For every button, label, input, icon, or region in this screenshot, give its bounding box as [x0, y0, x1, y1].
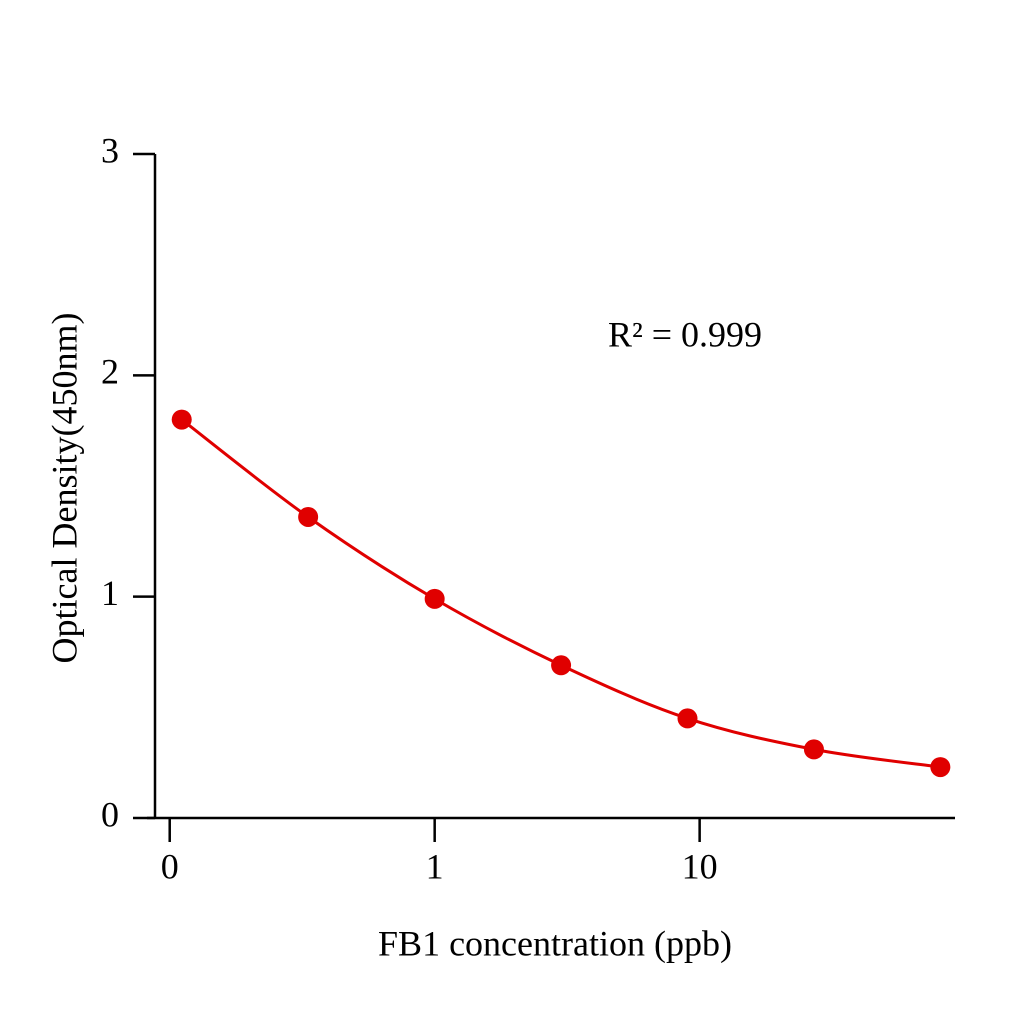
data-point [677, 708, 698, 729]
y-tick-label: 0 [101, 794, 119, 834]
data-point [803, 739, 824, 760]
x-tick-label: 1 [426, 846, 444, 886]
data-point [171, 409, 192, 430]
x-axis-label: FB1 concentration (ppb) [378, 923, 732, 963]
x-tick-label: 0 [161, 846, 179, 886]
y-tick-label: 3 [101, 130, 119, 170]
y-axis-label: Optical Density(450nm) [44, 313, 84, 664]
fit-curve [180, 418, 941, 769]
x-tick-label: 10 [682, 846, 718, 886]
y-tick-label: 2 [101, 352, 119, 392]
y-tick-label: 1 [101, 573, 119, 613]
data-point [424, 588, 445, 609]
annotation: R² = 0.999 [608, 314, 762, 354]
data-point [298, 506, 319, 527]
data-point [930, 757, 951, 778]
data-point [551, 655, 572, 676]
